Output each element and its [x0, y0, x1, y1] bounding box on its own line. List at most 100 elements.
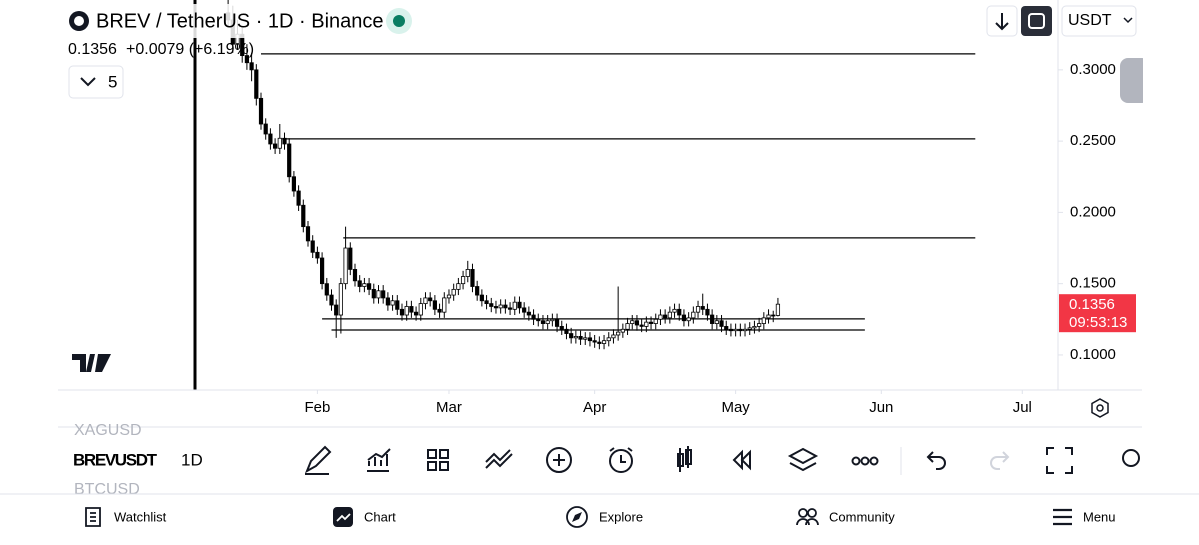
patterns-tool[interactable]	[485, 449, 513, 469]
edge-mask	[1143, 50, 1199, 110]
candle-body	[644, 321, 649, 327]
indicators-tool[interactable]	[367, 448, 391, 472]
candle-body	[423, 297, 428, 305]
fullscreen-tool[interactable]	[1046, 447, 1073, 474]
more-dot	[869, 456, 879, 466]
candle-body	[479, 294, 484, 302]
candle-body	[291, 176, 297, 192]
undo-tool[interactable]	[926, 451, 946, 470]
alert-tool[interactable]	[609, 449, 633, 473]
community-icon	[796, 508, 819, 526]
layers-tool[interactable]	[787, 447, 819, 472]
candle-body	[498, 304, 503, 309]
candle-body	[319, 257, 325, 285]
candle-body	[710, 314, 715, 324]
symbol-selected[interactable]: BREVUSDT	[73, 450, 158, 469]
candle-body	[761, 317, 766, 324]
currency-select[interactable]	[1061, 5, 1137, 37]
x-tick-label: Mar	[436, 399, 462, 416]
candle-body	[771, 314, 776, 317]
replay-tool[interactable]	[732, 449, 751, 471]
candle-body	[601, 340, 607, 344]
symbol-option[interactable]: BTCUSD	[74, 481, 140, 498]
side-panel-handle[interactable]	[1120, 58, 1150, 103]
clock-icon	[609, 447, 633, 463]
add-tool[interactable]	[546, 447, 572, 473]
candle-body	[578, 336, 583, 340]
candle-body	[648, 321, 654, 324]
chart-icon-line	[336, 513, 351, 522]
candle-body	[310, 240, 315, 253]
indicators-toggle[interactable]	[68, 65, 124, 99]
candle-body	[428, 297, 433, 302]
price-tag-countdown: 09:53:13	[1069, 314, 1127, 331]
edge-mask	[1143, 430, 1199, 490]
candle-body	[357, 280, 362, 287]
candle-body	[686, 317, 691, 322]
symbol-picker[interactable]	[60, 446, 158, 474]
candle-body	[663, 314, 668, 319]
candle-body	[432, 300, 437, 310]
candle-body	[677, 308, 682, 316]
templates-tool[interactable]	[427, 449, 449, 471]
candle-body	[273, 143, 278, 149]
candle-body	[757, 323, 762, 327]
nav-item[interactable]: Menu	[1083, 509, 1116, 524]
nav-item[interactable]: Community	[829, 509, 895, 524]
header-change: +0.0079 (+6.19%)	[126, 41, 254, 58]
more-tool[interactable]	[851, 456, 861, 466]
picker-mask	[157, 446, 167, 474]
arrow-icon	[995, 13, 1009, 31]
candle-body	[719, 320, 724, 327]
candle-body	[747, 327, 752, 330]
candle-body	[672, 308, 677, 313]
chart-type-tool[interactable]	[677, 446, 692, 472]
candle-body	[442, 297, 447, 313]
candle-body	[775, 303, 781, 316]
candle-body	[352, 269, 358, 282]
chevron-icon	[80, 77, 96, 87]
candle-body	[597, 341, 602, 344]
x-tick-label: May	[721, 399, 750, 416]
candle-body	[404, 306, 409, 316]
x-tick-label: Feb	[304, 399, 330, 416]
fullscreen-button[interactable]	[1021, 6, 1052, 36]
candle-body	[305, 226, 311, 242]
interval[interactable]: 1D	[181, 450, 203, 469]
redo-tool[interactable]	[990, 451, 1010, 470]
symbol-option[interactable]: XAGUSD	[74, 422, 142, 439]
candle-body	[742, 328, 748, 332]
candle-body	[667, 311, 672, 319]
candle-body	[343, 247, 348, 285]
candle-body	[728, 328, 734, 332]
watchlist-icon	[85, 507, 101, 527]
candle-body	[531, 314, 536, 320]
candle-body	[338, 283, 343, 316]
candle-body	[587, 337, 593, 342]
settings-button[interactable]	[1091, 398, 1109, 418]
symbol-title[interactable]: BREV / TetherUS · 1D · Binance	[96, 10, 384, 32]
candle-body	[296, 190, 301, 206]
candle-body	[733, 328, 738, 332]
currency: USDT	[1068, 12, 1112, 29]
candle-body	[470, 269, 475, 287]
candle-body	[277, 137, 282, 149]
nav-item[interactable]: Chart	[364, 509, 396, 524]
tradingview-logo	[72, 354, 111, 372]
y-tick-label: 0.3000	[1070, 61, 1116, 78]
x-tick-label: Apr	[583, 399, 606, 416]
candle-body	[475, 286, 480, 296]
candle-body	[559, 326, 564, 330]
chevron-icon	[1123, 17, 1133, 24]
nav-item[interactable]: Watchlist	[114, 509, 167, 524]
x-tick-label: Jun	[869, 399, 893, 416]
candle-body	[362, 283, 367, 287]
candle-body	[714, 320, 719, 324]
ideas-tool[interactable]	[1122, 449, 1140, 467]
menu-icon	[1053, 508, 1072, 526]
plot	[226, 0, 1063, 394]
pencil-tool[interactable]	[305, 445, 332, 475]
nav-item[interactable]: Explore	[599, 509, 643, 524]
settings-icon	[1096, 404, 1104, 412]
candle-body	[681, 314, 687, 322]
